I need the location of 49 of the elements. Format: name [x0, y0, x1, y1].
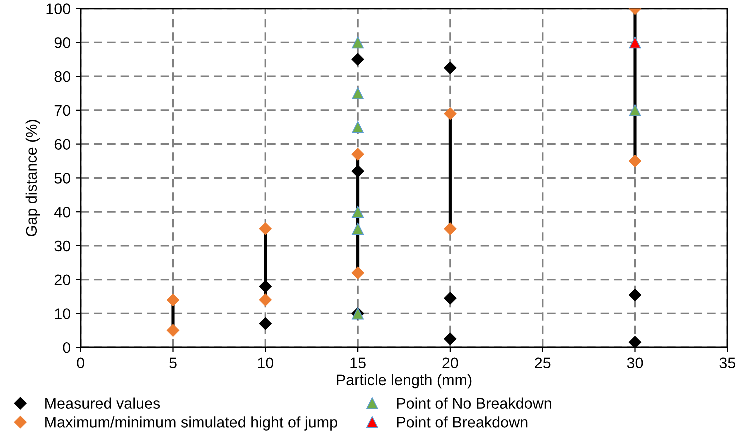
point [629, 36, 642, 49]
legend-label: Maximum/minimum simulated hight of jump [46, 416, 338, 431]
point [352, 88, 364, 100]
y-tick-label: 60 [54, 139, 71, 150]
y-tick-label: 30 [54, 240, 71, 252]
point [352, 266, 364, 280]
point [259, 222, 272, 236]
point [444, 332, 457, 346]
y-tick-label: 90 [54, 38, 71, 48]
point [352, 121, 364, 134]
x-tick-label: 25 [535, 358, 551, 369]
legend-label: Point of Breakdown [397, 416, 528, 428]
x-tick-label: 5 [170, 358, 177, 369]
y-tick-label: 40 [54, 206, 71, 218]
point [352, 36, 364, 49]
point [444, 62, 457, 74]
y-tick-label: 80 [54, 71, 71, 82]
x-tick-label: 15 [350, 358, 366, 369]
point [259, 280, 272, 293]
point [444, 292, 457, 305]
point [352, 165, 364, 178]
x-tick-label: 0 [77, 358, 84, 369]
x-tick-label: 30 [627, 358, 644, 369]
y-tick-label: 70 [54, 105, 71, 116]
point [628, 288, 642, 302]
point [352, 148, 364, 161]
point [352, 53, 364, 66]
y-tick-label: 0 [63, 342, 71, 354]
point [259, 318, 272, 330]
point [259, 294, 272, 306]
y-tick-label: 50 [54, 173, 71, 184]
legend-label: Point of No Breakdown [397, 398, 552, 409]
point [444, 108, 457, 120]
point [352, 223, 364, 235]
point [352, 206, 364, 218]
x-tick-label: 10 [258, 358, 274, 369]
y-tick-label: 10 [55, 308, 71, 320]
y-tick-label: 100 [46, 4, 71, 14]
legend-label: Measured values [46, 398, 160, 409]
x-axis-title: Particle length (mm) [337, 374, 472, 389]
point [444, 222, 457, 236]
y-tick-label: 20 [54, 274, 71, 286]
point [166, 294, 180, 306]
point [628, 336, 642, 348]
point [629, 104, 642, 116]
point [166, 324, 180, 337]
y-axis-title: Gap distance (%) [26, 120, 40, 236]
x-tick-label: 20 [442, 358, 458, 369]
point [628, 154, 642, 168]
